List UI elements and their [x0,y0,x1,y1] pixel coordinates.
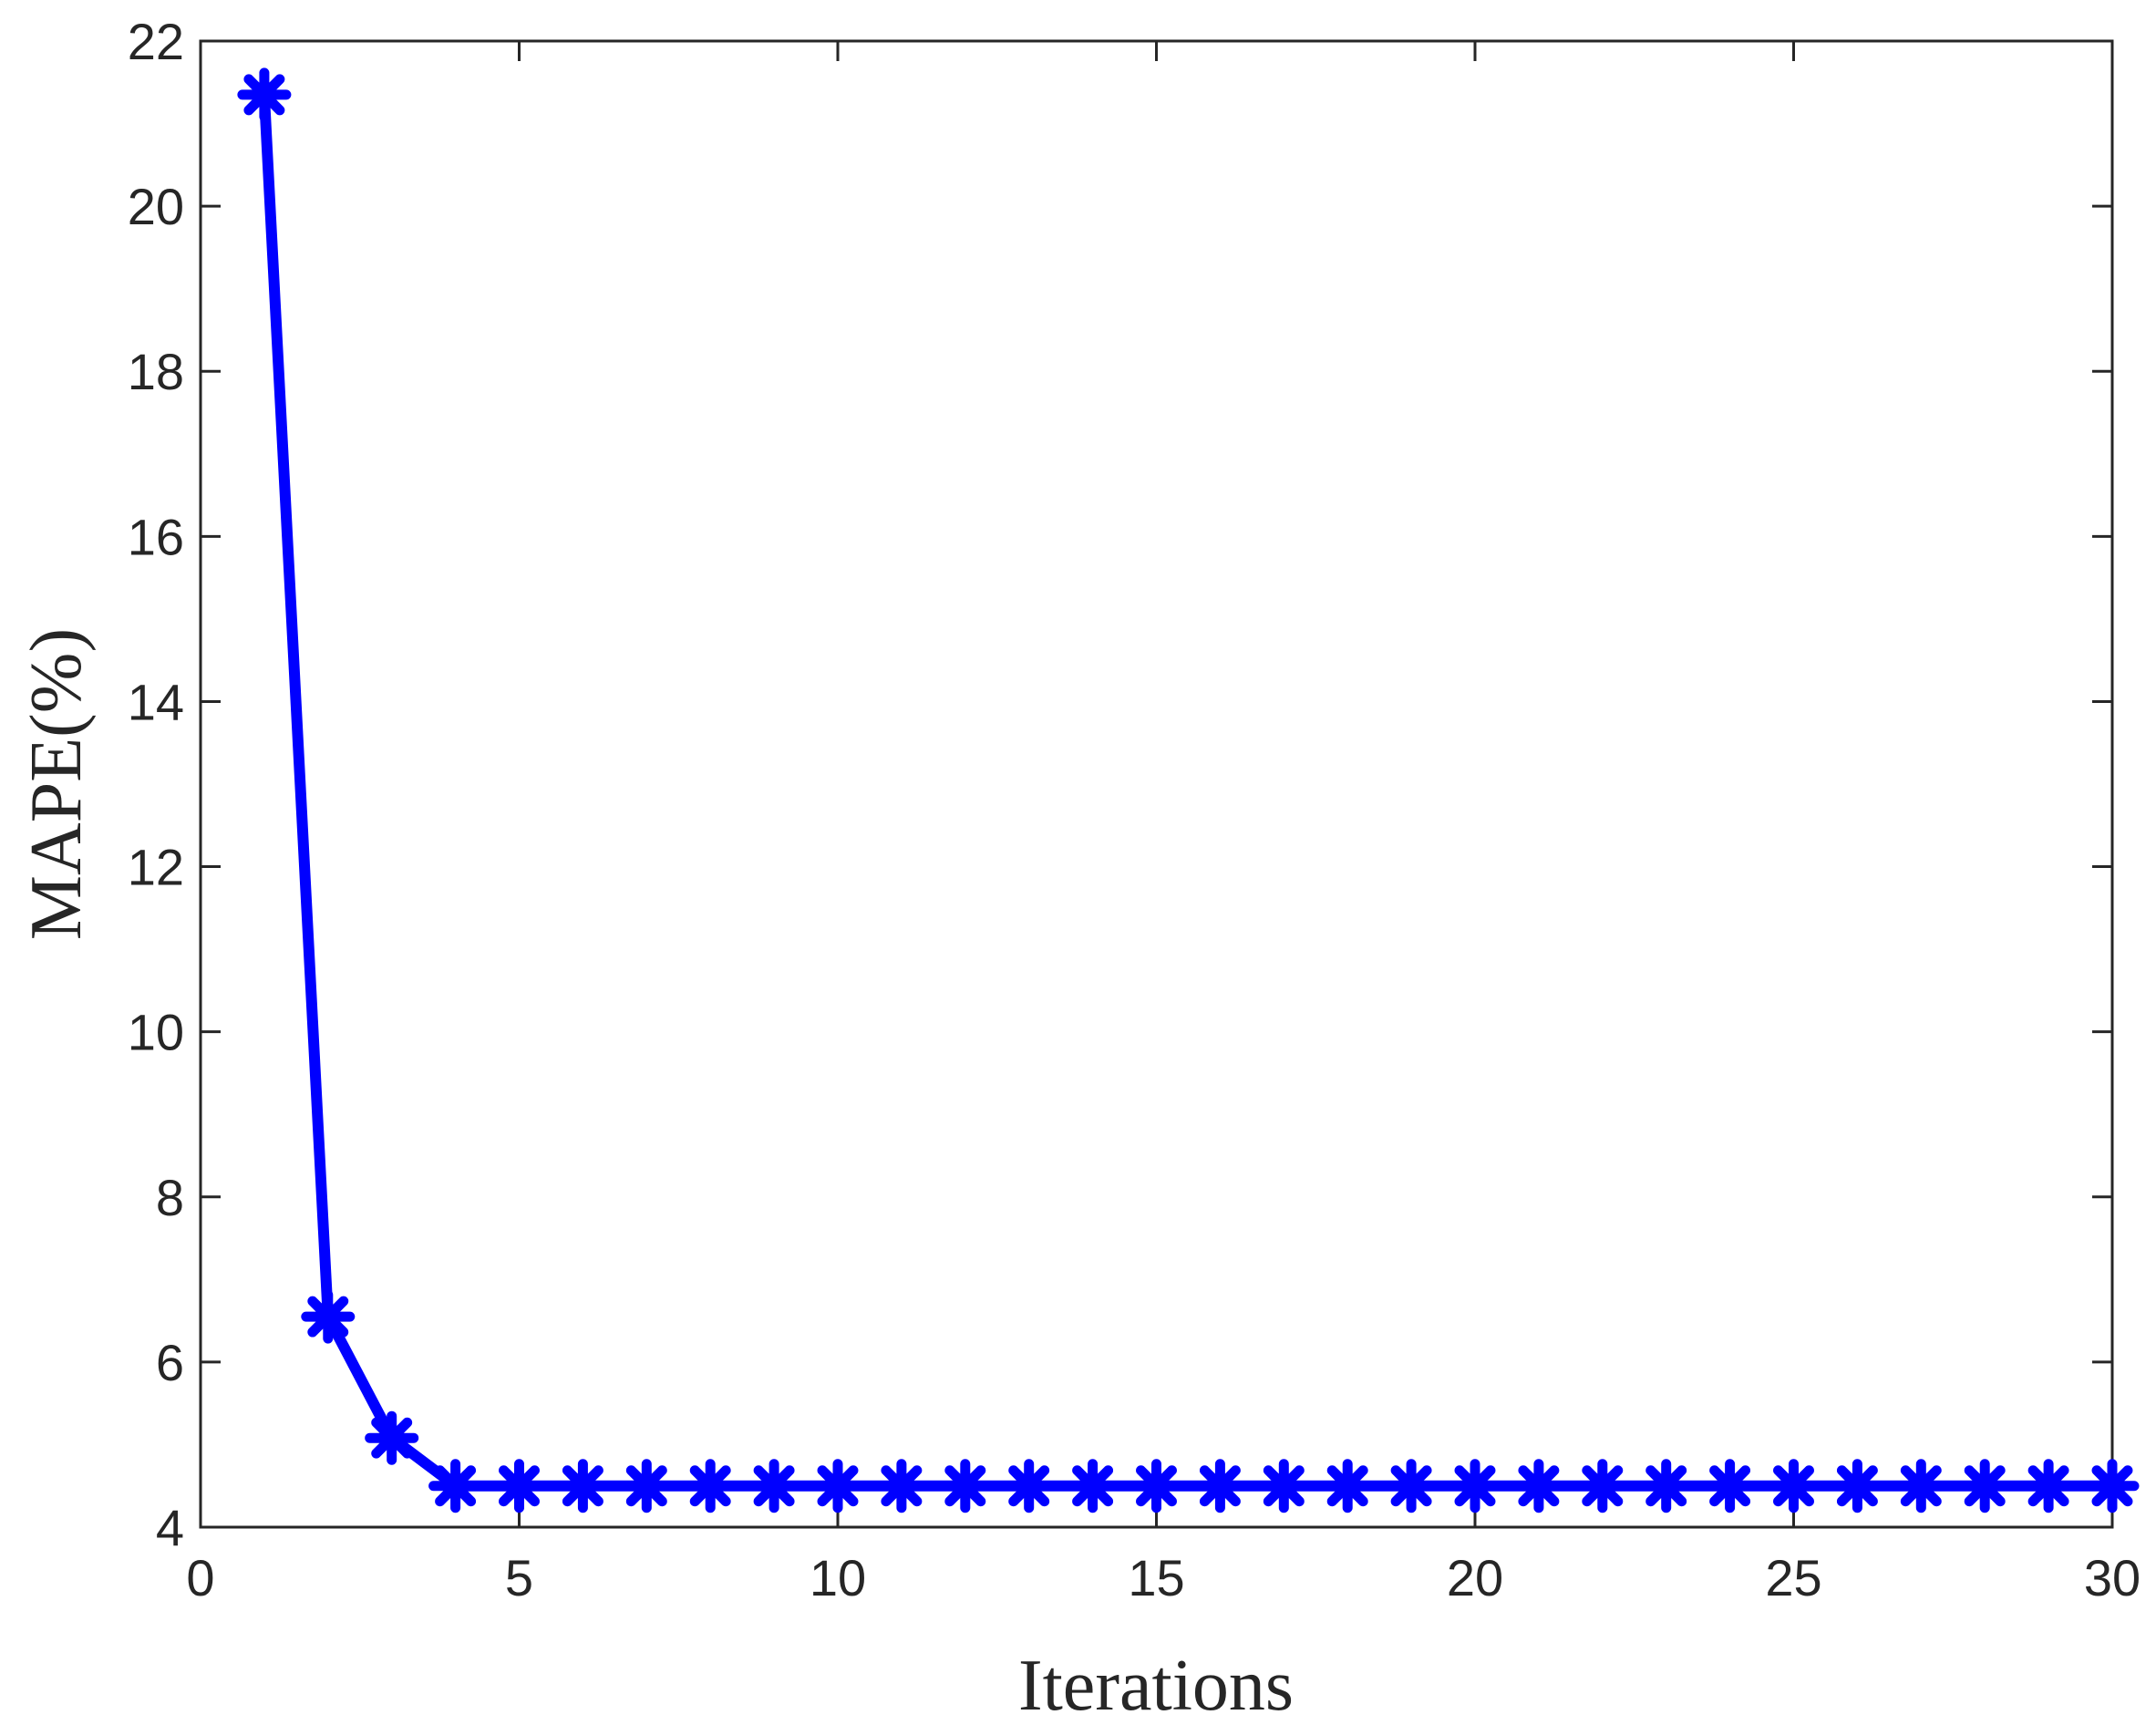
marker [1384,1459,1439,1513]
marker [492,1459,546,1513]
x-tick-label: 10 [810,1549,866,1606]
axes-box [199,39,2114,1529]
marker [683,1459,738,1513]
y-tick-label: 10 [128,1004,184,1061]
marker [1575,1459,1630,1513]
y-tick-label: 8 [156,1169,184,1226]
marker [874,1459,929,1513]
marker [2021,1459,2076,1513]
marker [1767,1459,1821,1513]
marker [810,1459,865,1513]
marker [1957,1459,2012,1513]
marker [555,1459,610,1513]
marker [1448,1459,1502,1513]
marker [428,1459,483,1513]
y-tick-label: 18 [128,343,184,400]
marker [747,1459,801,1513]
marker [301,1289,356,1344]
x-tick-label: 20 [1447,1549,1503,1606]
y-tick-label: 16 [128,508,184,565]
y-tick-label: 14 [128,673,184,730]
marker [1320,1459,1375,1513]
marker [1002,1459,1057,1513]
x-tick-label: 5 [505,1549,533,1606]
y-tick-label: 12 [128,839,184,896]
marker [1703,1459,1758,1513]
marker [1066,1459,1120,1513]
y-tick-label: 22 [128,13,184,70]
x-tick-label: 0 [186,1549,214,1606]
marker [1511,1459,1566,1513]
y-tick-label: 4 [156,1499,184,1556]
y-tick-label: 6 [156,1334,184,1391]
marker [1256,1459,1311,1513]
marker [2085,1459,2140,1513]
marker [1192,1459,1247,1513]
marker [365,1410,419,1465]
x-axis-label: Iterations [1018,1646,1294,1725]
y-tick-label: 20 [128,178,184,235]
x-tick-label: 25 [1765,1549,1821,1606]
x-tick-label: 15 [1128,1549,1184,1606]
y-axis-label: MAPE(%) [16,628,97,940]
marker [237,67,292,122]
line [258,94,2112,1492]
marker [1130,1459,1183,1513]
marker [1893,1459,1948,1513]
marker [1639,1459,1694,1513]
marker [938,1459,993,1513]
x-tick-label: 30 [2084,1549,2141,1606]
marker [1830,1459,1884,1513]
marker [619,1459,674,1513]
